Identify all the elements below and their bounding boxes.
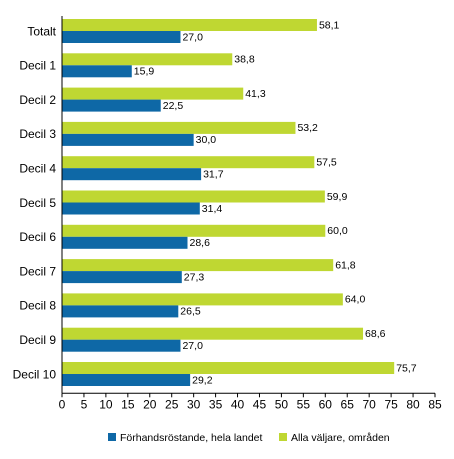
value-label-forhandsrostande: 28,6: [190, 237, 211, 249]
bar-forhandsrostande: [62, 202, 200, 215]
bar-alla-valjare: [62, 190, 325, 203]
value-label-forhandsrostande: 29,2: [192, 374, 213, 386]
category-label: Decil 2: [19, 93, 56, 107]
bar-forhandsrostande: [62, 271, 182, 284]
bar-alla-valjare: [62, 53, 233, 66]
category-label: Decil 4: [19, 162, 56, 176]
value-label-alla-valjare: 61,8: [335, 259, 356, 271]
value-label-forhandsrostande: 27,0: [182, 31, 203, 43]
bar-forhandsrostande: [62, 236, 188, 249]
x-tick-label: 65: [341, 397, 355, 411]
category-label: Decil 7: [19, 264, 56, 278]
bar-forhandsrostande: [62, 99, 161, 112]
legend: Förhandsröstande, hela landet Alla väljar…: [108, 432, 390, 444]
value-labels: 58,1 27,0 38,8 15,9 41,3 22,5 53,2 30,0 57,5 31,7…: [134, 19, 417, 386]
bar-alla-valjare: [62, 362, 395, 374]
x-tick-label: 85: [428, 397, 442, 411]
x-tick-label: 55: [297, 397, 311, 411]
value-label-alla-valjare: 68,6: [365, 328, 386, 340]
category-label: Decil 8: [19, 299, 56, 313]
bar-forhandsrostande: [62, 65, 132, 78]
x-tick-label: 45: [253, 397, 267, 411]
value-label-alla-valjare: 64,0: [345, 294, 366, 306]
category-label: Totalt: [27, 24, 56, 38]
category-labels: Totalt Decil 1 Decil 2 Decil 3 Decil 4 Decil …: [13, 24, 57, 381]
bar-alla-valjare: [62, 327, 364, 340]
value-label-forhandsrostande: 31,4: [202, 203, 223, 215]
value-label-alla-valjare: 38,8: [234, 54, 255, 66]
x-tick-label: 20: [143, 397, 157, 411]
bar-alla-valjare: [62, 293, 343, 306]
value-label-forhandsrostande: 22,5: [163, 100, 184, 112]
value-label-alla-valjare: 60,0: [327, 225, 348, 237]
bar-alla-valjare: [62, 259, 334, 272]
x-tick-label: 5: [81, 397, 88, 411]
bar-forhandsrostande: [62, 168, 202, 181]
bar-forhandsrostande: [62, 305, 179, 318]
bar-alla-valjare: [62, 87, 244, 100]
value-label-alla-valjare: 57,5: [316, 156, 337, 168]
bar-forhandsrostande: [62, 133, 194, 146]
category-label: Decil 6: [19, 230, 56, 244]
x-tick-label: 50: [275, 397, 289, 411]
value-label-forhandsrostande: 27,0: [182, 340, 203, 352]
value-label-forhandsrostande: 31,7: [203, 168, 224, 180]
legend-label-alla-valjare: Alla väljare, områden: [291, 432, 390, 444]
value-label-forhandsrostande: 27,3: [184, 271, 205, 283]
value-label-forhandsrostande: 26,5: [180, 306, 201, 318]
x-tick-label: 35: [209, 397, 223, 411]
bar-alla-valjare: [62, 156, 315, 169]
x-tick-label: 40: [231, 397, 245, 411]
bar-forhandsrostande: [62, 31, 181, 43]
x-tick-label: 30: [187, 397, 201, 411]
value-label-alla-valjare: 59,9: [327, 191, 348, 203]
category-label: Decil 5: [19, 196, 56, 210]
bars-layer: [62, 19, 395, 386]
value-label-forhandsrostande: 30,0: [196, 134, 217, 146]
legend-label-forhandsrostande: Förhandsröstande, hela landet: [120, 432, 263, 444]
bar-forhandsrostande: [62, 339, 181, 352]
value-label-alla-valjare: 53,2: [297, 122, 318, 134]
x-tick-label: 15: [121, 397, 135, 411]
bar-alla-valjare: [62, 121, 296, 134]
bar-forhandsrostande: [62, 374, 191, 386]
value-label-alla-valjare: 41,3: [245, 88, 266, 100]
category-label: Decil 10: [13, 367, 57, 381]
x-tick-label: 70: [362, 397, 376, 411]
category-label: Decil 1: [19, 59, 56, 73]
value-label-alla-valjare: 58,1: [319, 19, 340, 31]
x-tick-label: 0: [59, 397, 66, 411]
value-label-forhandsrostande: 15,9: [134, 66, 155, 78]
category-label: Decil 9: [19, 333, 56, 347]
legend-swatch-forhandsrostande: [108, 433, 116, 441]
x-tick-label: 80: [406, 397, 420, 411]
value-label-alla-valjare: 75,7: [396, 362, 417, 374]
x-tick-label: 10: [99, 397, 113, 411]
bar-alla-valjare: [62, 224, 326, 237]
x-tick-label: 25: [165, 397, 179, 411]
bar-alla-valjare: [62, 19, 317, 31]
x-axis: 0 5 10 15 20 25 30 35 40 45 50 55 60 65 70 75 80 85: [59, 16, 442, 411]
legend-swatch-alla-valjare: [279, 433, 287, 441]
x-tick-label: 75: [384, 397, 398, 411]
category-label: Decil 3: [19, 127, 56, 141]
x-tick-label: 60: [319, 397, 333, 411]
